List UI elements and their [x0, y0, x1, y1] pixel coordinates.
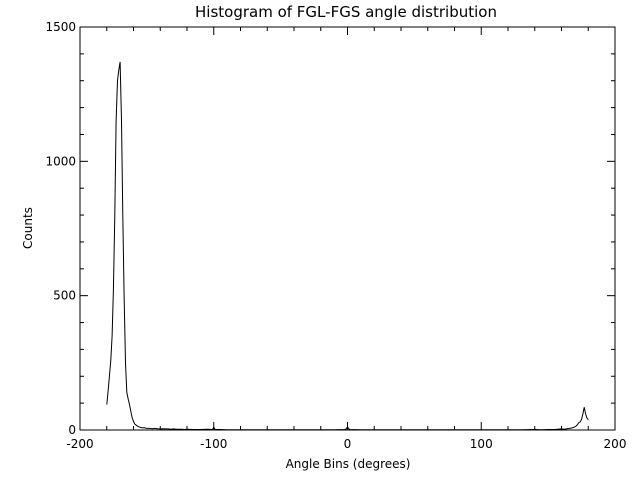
y-tick-label: 1500	[45, 20, 76, 34]
x-tick-label: 100	[470, 437, 493, 451]
x-axis-label: Angle Bins (degrees)	[286, 457, 411, 471]
x-tick-label: -200	[66, 437, 93, 451]
y-tick-label: 0	[68, 423, 76, 437]
y-axis-label: Counts	[21, 207, 35, 249]
chart-title: Histogram of FGL-FGS angle distribution	[195, 3, 497, 21]
y-tick-label: 1000	[45, 154, 76, 168]
y-tick-label: 500	[53, 289, 76, 303]
plot-frame	[79, 26, 616, 431]
x-tick-label: -100	[200, 437, 227, 451]
x-tick-label: 0	[344, 437, 352, 451]
x-tick-label: 200	[604, 437, 627, 451]
histogram-line	[106, 61, 589, 431]
